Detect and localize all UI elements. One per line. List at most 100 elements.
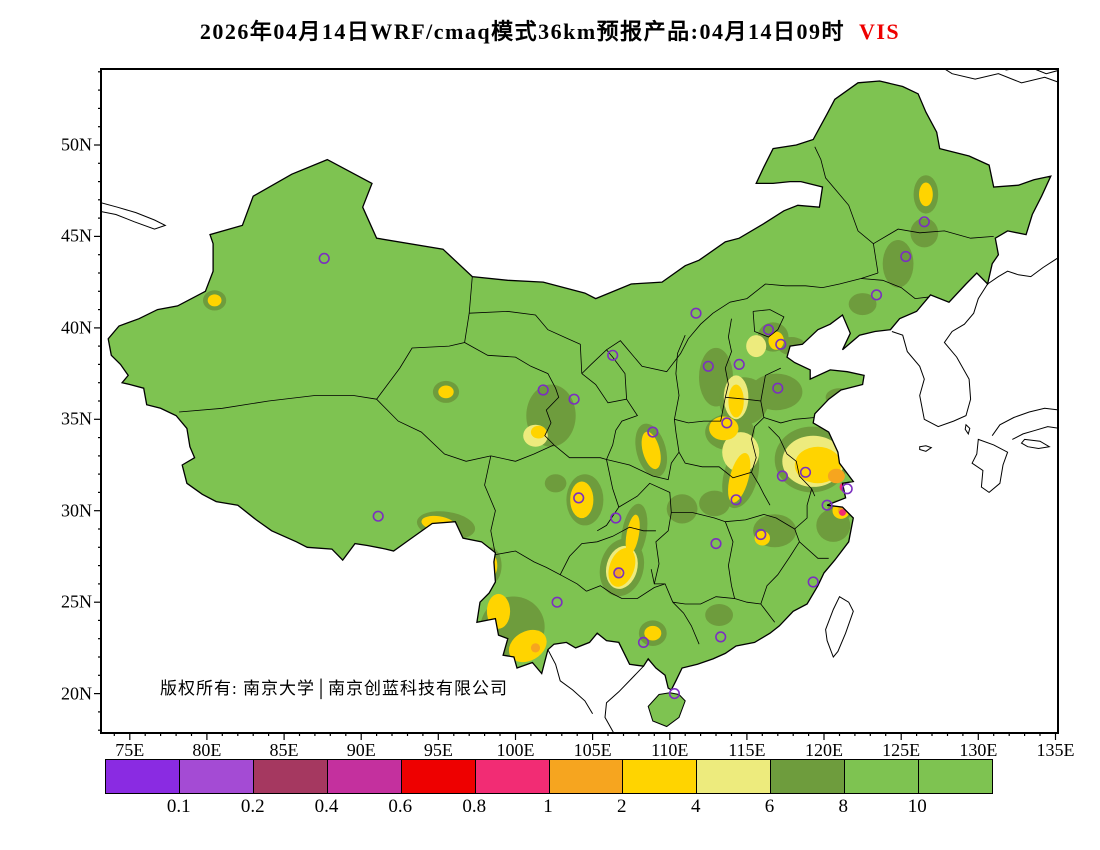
province-border: [586, 583, 666, 599]
province-border: [376, 398, 491, 462]
province-border: [490, 444, 555, 462]
province-border: [734, 598, 776, 623]
station-marker: [807, 576, 819, 588]
province-border: [606, 419, 680, 481]
coastline: [945, 70, 1057, 84]
hainan-island: [647, 692, 686, 728]
coastline-shape: [825, 595, 854, 658]
visibility-region: [530, 425, 547, 439]
visibility-region: [839, 509, 846, 516]
province-borders: [179, 146, 994, 645]
visibility-region: [728, 384, 744, 418]
colorbar-segment: [549, 760, 624, 793]
station-marker: [568, 393, 580, 405]
province-border: [724, 318, 732, 398]
visibility-region: [699, 490, 730, 517]
colorbar-label: 0.4: [314, 796, 339, 817]
station-marker: [607, 349, 619, 361]
colorbar-labels: 0.1 0.2 0.4 0.6 0.8 1 2 4 6 8 10: [105, 796, 991, 820]
coastline: [547, 649, 594, 714]
station-marker: [775, 338, 787, 350]
lat-tick-label: 20N: [61, 683, 92, 704]
station-marker: [702, 360, 714, 372]
coastline-shape: [964, 423, 971, 436]
lon-tick-label: 90E: [346, 740, 376, 760]
colorbar-label: 2: [617, 796, 627, 817]
station-marker: [690, 307, 702, 319]
map-layers: [102, 70, 1057, 732]
station-marker: [772, 382, 784, 394]
colorbar-segment: [327, 760, 402, 793]
station-marker: [721, 417, 733, 429]
province-border: [760, 367, 781, 402]
lat-tick-label: 45N: [61, 225, 92, 246]
visibility-region: [207, 294, 222, 307]
visibility-region: [705, 604, 733, 626]
station-marker: [573, 492, 585, 504]
colorbar-label: 0.6: [388, 796, 413, 817]
station-marker: [372, 510, 384, 522]
visibility-region: [768, 331, 784, 350]
station-marker: [799, 466, 812, 478]
province-border: [653, 512, 672, 584]
visibility-region: [508, 629, 547, 663]
station-marker: [637, 636, 650, 649]
station-marker: [841, 483, 853, 495]
province-border: [560, 574, 587, 592]
colorbar-label: 0.8: [462, 796, 487, 817]
province-border: [672, 601, 700, 645]
lat-tick-label: 30N: [61, 500, 92, 521]
lon-tick-label: 80E: [192, 740, 222, 760]
visibility-regions: [203, 175, 939, 663]
colorbar-segment: [623, 760, 698, 793]
visibility-region: [544, 474, 567, 493]
province-border: [751, 472, 771, 506]
station-marker: [647, 426, 659, 438]
chart-title-variable: VIS: [858, 19, 901, 44]
station-marker: [710, 538, 722, 550]
colorbar-segment: [253, 760, 328, 793]
colorbar: [105, 759, 993, 794]
colorbar-label: 6: [764, 796, 775, 817]
coastline: [891, 283, 989, 428]
lon-tick-label: 130E: [959, 740, 998, 760]
colorbar-segment: [919, 760, 993, 793]
station-marker: [870, 289, 883, 301]
colorbar-segment: [475, 760, 550, 793]
visibility-region: [438, 385, 454, 399]
lon-tick-label: 135E: [1036, 740, 1075, 760]
china-border: [107, 80, 1052, 691]
visibility-region: [530, 643, 541, 653]
station-marker: [610, 512, 622, 524]
lon-tick-label: 120E: [805, 740, 844, 760]
visibility-region: [848, 293, 877, 316]
province-border: [760, 541, 800, 605]
station-marker: [730, 494, 742, 506]
station-marker: [762, 324, 775, 336]
station-marker: [715, 631, 727, 643]
station-marker: [668, 687, 681, 700]
visibility-region: [625, 514, 640, 555]
colorbar-label: 0.2: [240, 796, 265, 817]
station-marker: [918, 216, 930, 228]
colorbar-segment: [179, 760, 254, 793]
colorbar-segment: [697, 760, 772, 793]
colorbar-segment: [401, 760, 476, 793]
station-marker: [900, 250, 912, 263]
map-canvas: [94, 70, 1057, 740]
coastline: [987, 257, 1057, 285]
colorbar-segment: [771, 760, 846, 793]
lat-tick-label: 50N: [61, 134, 92, 155]
province-border: [650, 569, 674, 603]
province-border: [606, 301, 731, 373]
china-landmass: [108, 81, 1051, 690]
province-border: [469, 310, 583, 374]
visibility-region: [750, 373, 803, 411]
visibility-region: [728, 452, 751, 503]
lon-tick-label: 105E: [573, 740, 612, 760]
province-border: [484, 455, 496, 555]
lon-tick-label: 115E: [728, 740, 766, 760]
colorbar-segment: [845, 760, 920, 793]
station-marker: [537, 384, 549, 396]
copyright-text: 版权所有: 南京大学│南京创蓝科技有限公司: [160, 679, 509, 698]
